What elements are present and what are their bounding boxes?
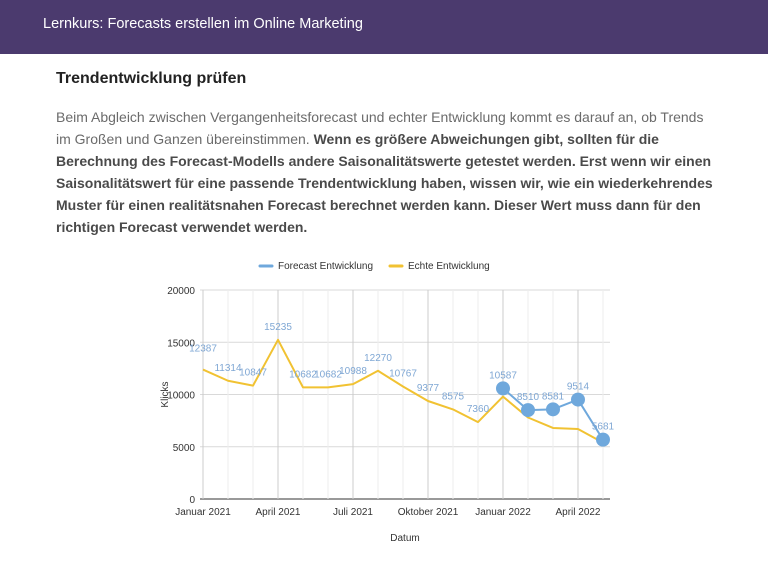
legend-label: Forecast Entwicklung <box>278 261 373 272</box>
x-tick-label: Januar 2021 <box>175 507 231 518</box>
data-label: 12387 <box>189 344 217 355</box>
x-tick-label: Juli 2021 <box>333 507 373 518</box>
y-tick-label: 20000 <box>167 286 195 297</box>
x-axis-title: Datum <box>390 533 419 544</box>
data-label: 8581 <box>542 391 565 402</box>
data-label: 10682 <box>289 369 317 380</box>
y-tick-label: 15000 <box>167 338 195 349</box>
section-heading: Trendentwicklung prüfen <box>56 70 247 87</box>
data-label: 5681 <box>592 422 615 433</box>
forecast-point <box>545 402 560 417</box>
bold-text: Wenn es größere Abweichungen gibt, sollt… <box>56 131 713 235</box>
data-label: 8575 <box>442 391 465 402</box>
data-label: 15235 <box>264 322 292 333</box>
article-paragraph: Beim Abgleich zwischen Vergangenheitsfor… <box>56 106 716 238</box>
forecast-point <box>570 392 585 407</box>
data-label: 11314 <box>214 363 242 374</box>
data-label: 9377 <box>417 383 440 394</box>
legend-label: Echte Entwicklung <box>408 261 490 272</box>
data-label: 12270 <box>364 353 392 364</box>
y-tick-label: 0 <box>189 495 195 506</box>
intro-text: Beim Abgleich zwischen Vergangenheitsfor… <box>56 109 704 147</box>
forecast-point <box>495 381 510 396</box>
course-title: Lernkurs: Forecasts erstellen im Online … <box>43 16 363 32</box>
y-tick-label: 5000 <box>173 443 196 454</box>
forecast-point <box>520 403 535 418</box>
y-axis-title: Klicks <box>160 381 171 407</box>
y-tick-label: 10000 <box>167 391 195 402</box>
x-tick-label: April 2021 <box>255 507 300 518</box>
data-label: 10988 <box>339 366 367 377</box>
data-label: 10847 <box>239 368 267 379</box>
data-label: 10767 <box>389 368 417 379</box>
data-label: 10587 <box>489 370 517 381</box>
data-label: 9514 <box>567 382 590 393</box>
data-label: 8510 <box>517 392 540 403</box>
data-label: 7360 <box>467 404 490 415</box>
forecast-point <box>595 432 610 447</box>
page-header: Lernkurs: Forecasts erstellen im Online … <box>0 0 768 54</box>
x-tick-label: Januar 2022 <box>475 507 531 518</box>
x-tick-label: April 2022 <box>555 507 600 518</box>
x-tick-label: Oktober 2021 <box>398 507 459 518</box>
clicks-line-chart: 0 5000 10000 15000 20000 Januar 2021 April 202… <box>160 261 615 544</box>
data-label: 10682 <box>314 369 342 380</box>
series-line <box>202 338 604 444</box>
